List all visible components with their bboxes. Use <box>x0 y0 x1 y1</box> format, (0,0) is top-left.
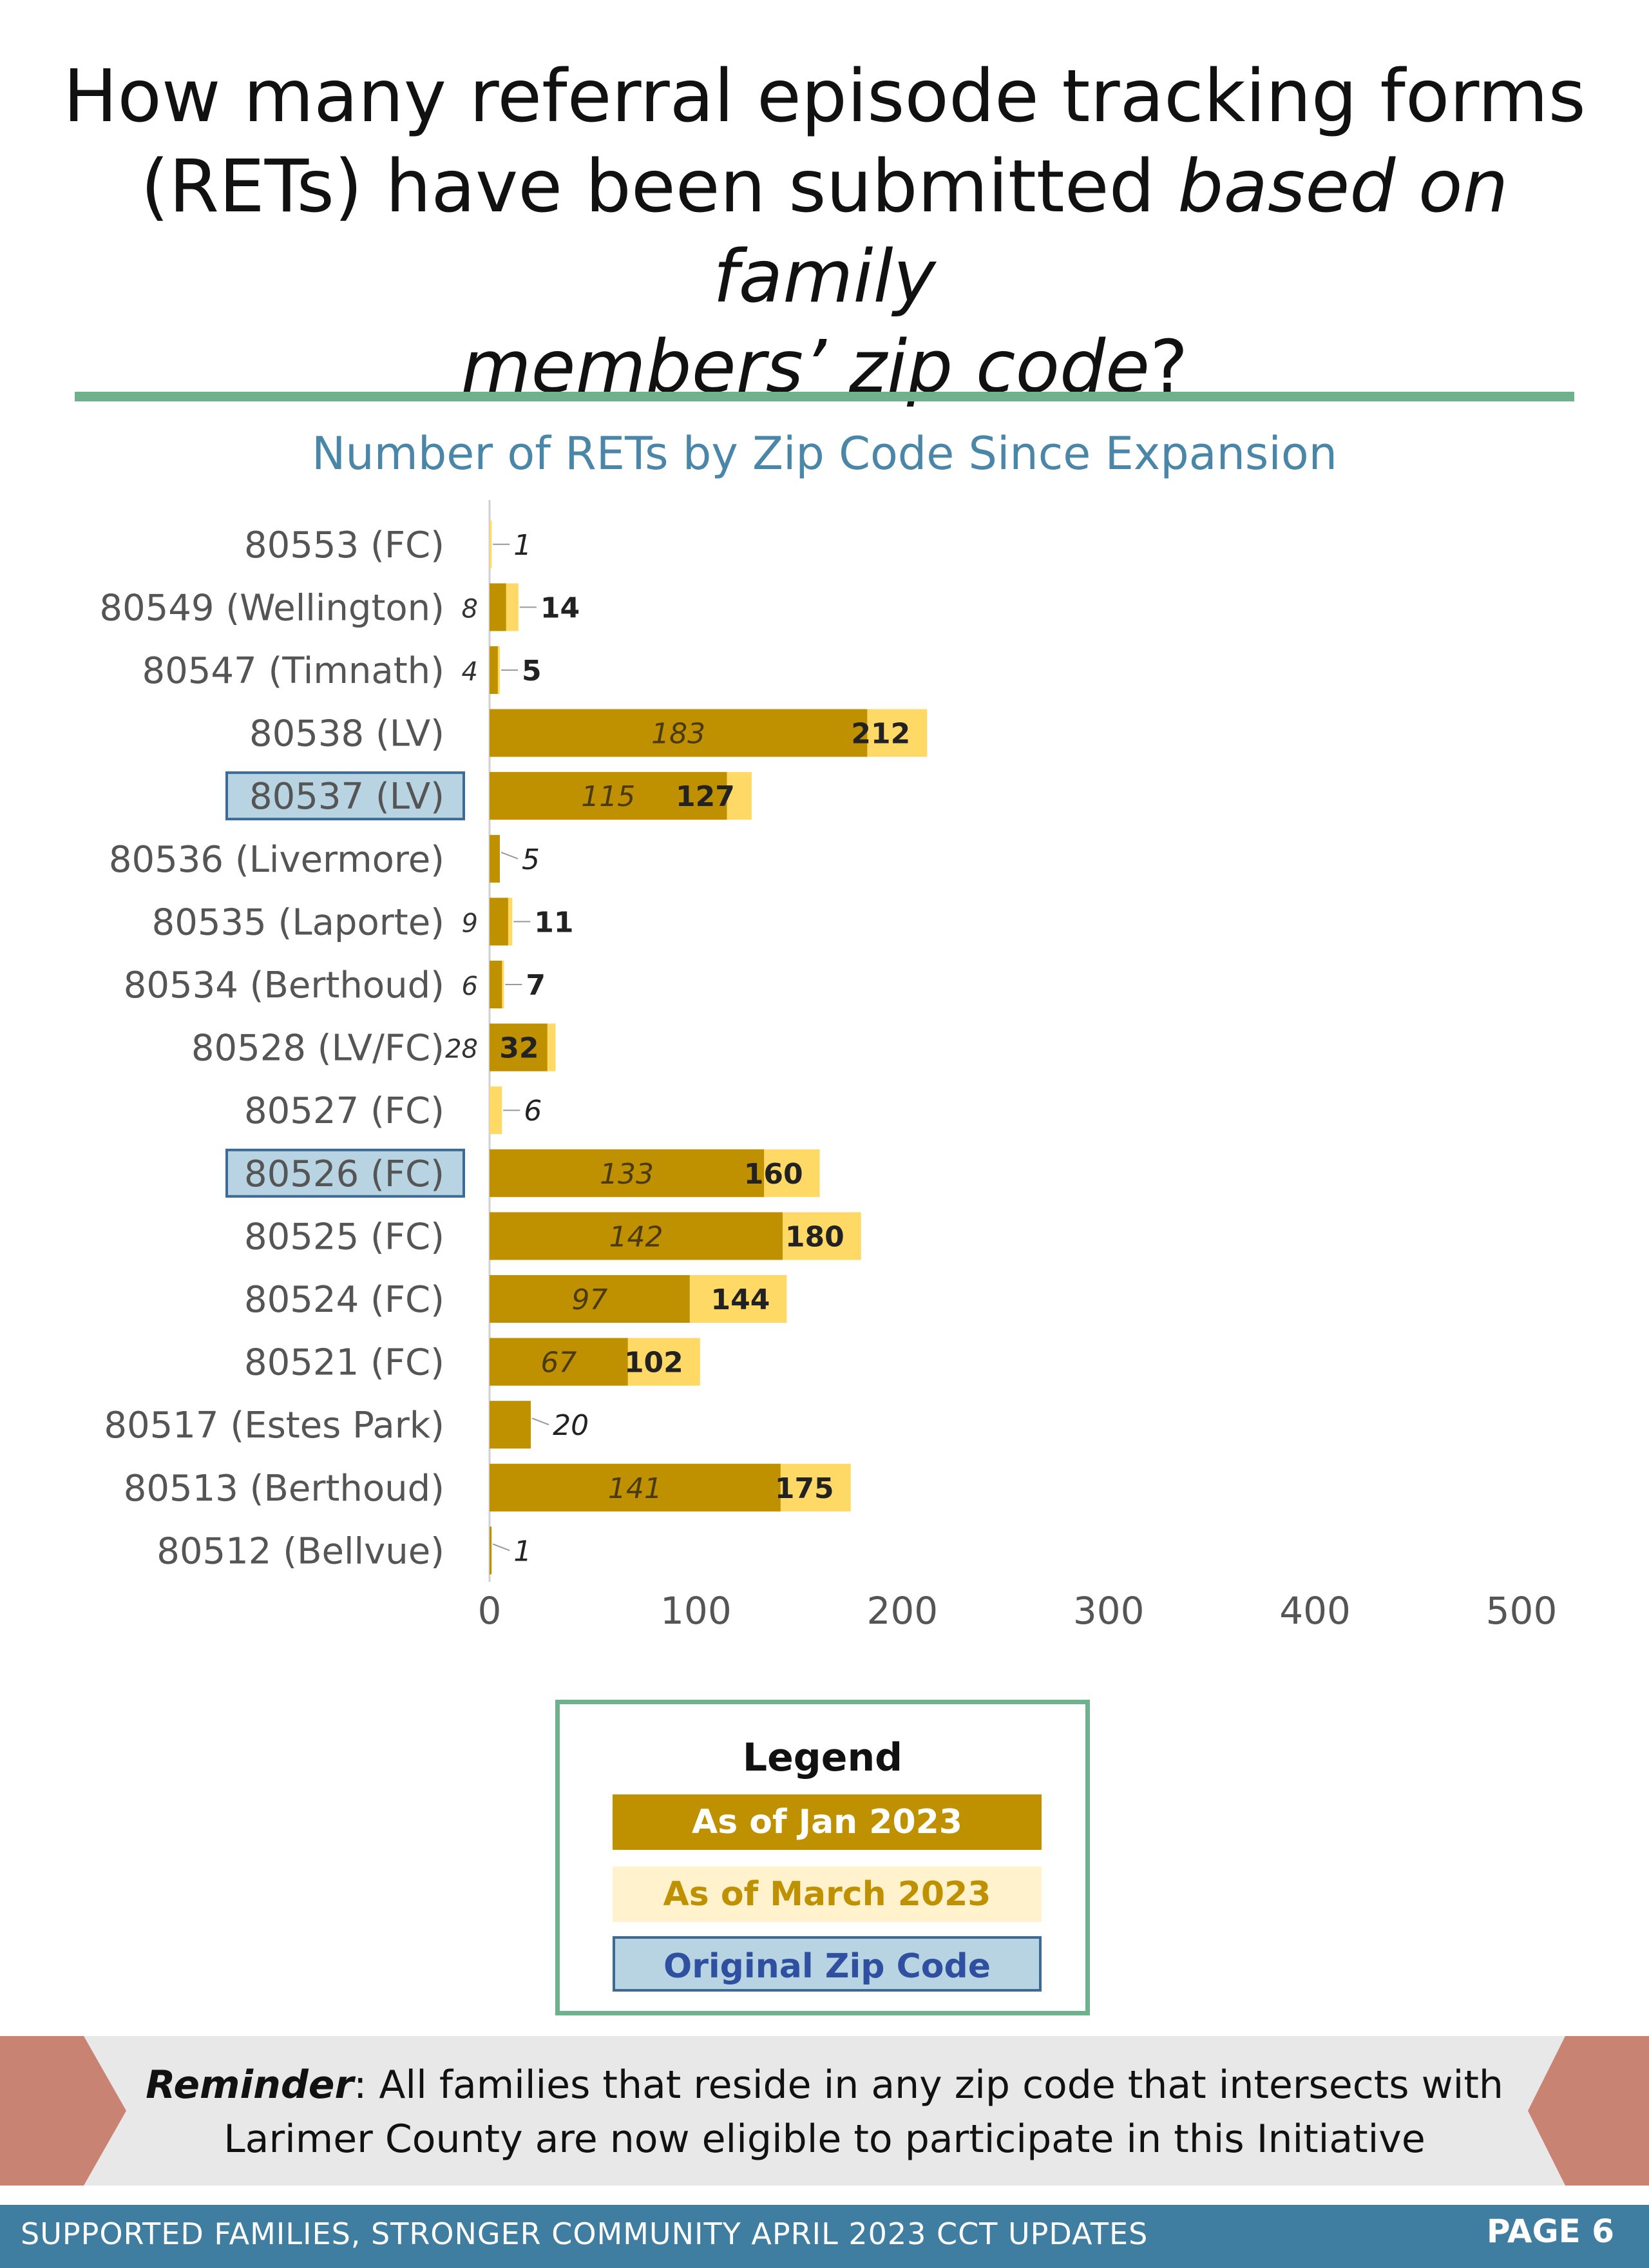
category-label: 80538 (LV) <box>249 713 444 755</box>
category-label: 80547 (Timnath) <box>142 650 445 692</box>
data-label-jan: 67 <box>540 1347 577 1379</box>
title-divider <box>75 392 1574 401</box>
bar-jan-2023 <box>490 1023 548 1072</box>
bar-march-2023 <box>490 520 492 568</box>
data-label-march: 212 <box>851 718 910 751</box>
category-label: 80521 (FC) <box>244 1342 444 1384</box>
data-label-march: 144 <box>711 1283 770 1316</box>
bar-jan-2023 <box>490 583 506 631</box>
data-label-jan: 97 <box>571 1283 607 1316</box>
leader-line <box>492 1543 510 1552</box>
legend-title: Legend <box>742 1735 903 1780</box>
ret-bar-chart: Number of RETs by Zip Code Since Expansi… <box>99 427 1558 1633</box>
title-line-2: (RETs) have been submitted based on fami… <box>39 142 1610 322</box>
title-line-2-plain: (RETs) have been submitted <box>140 145 1178 229</box>
category-label: 80528 (LV/FC) <box>191 1028 444 1070</box>
legend: Legend As of Jan 2023 As of March 2023 O… <box>555 1700 1090 2015</box>
bar-jan-2023 <box>490 1275 690 1323</box>
page-number: PAGE 6 <box>1486 2213 1614 2250</box>
data-label-march: 14 <box>540 591 580 624</box>
bar-jan-2023 <box>490 772 727 820</box>
category-label: 80537 (LV) <box>249 776 444 818</box>
data-label-jan: 115 <box>581 780 635 813</box>
data-label-jan: 4 <box>462 657 478 687</box>
category-label: 80524 (FC) <box>244 1279 444 1321</box>
x-tick-label: 100 <box>660 1589 732 1633</box>
data-label-march: 32 <box>499 1032 539 1065</box>
data-label-march: 102 <box>624 1347 683 1379</box>
x-tick-label: 400 <box>1279 1589 1351 1633</box>
category-label: 80553 (FC) <box>244 524 444 566</box>
leader-line <box>531 1418 549 1426</box>
bar-jan-2023 <box>490 834 500 883</box>
reminder-text: Reminder: All families that reside in an… <box>129 2058 1520 2166</box>
category-label: 80527 (FC) <box>244 1090 444 1132</box>
category-label: 80517 (Estes Park) <box>104 1405 444 1446</box>
data-label-march: 5 <box>522 655 542 687</box>
data-label-jan: 141 <box>608 1472 662 1505</box>
footer-bar <box>0 2205 1649 2268</box>
data-label-march: 160 <box>744 1158 803 1191</box>
category-label: 80534 (Berthoud) <box>124 965 444 1006</box>
data-label-march: 1 <box>513 529 531 562</box>
title-line-2-italic: based on family <box>713 145 1509 319</box>
footer-left-text: SUPPORTED FAMILIES, STRONGER COMMUNITY A… <box>21 2216 1149 2251</box>
legend-item-jan-2023: As of Jan 2023 <box>613 1794 1042 1850</box>
page-title: How many referral episode tracking forms… <box>39 52 1610 412</box>
data-label-jan: 8 <box>462 594 478 624</box>
data-label-jan: 6 <box>462 972 478 1001</box>
category-label: 80526 (FC) <box>244 1153 444 1195</box>
reminder-line-1-text: : All families that reside in any zip co… <box>354 2062 1503 2108</box>
category-label: 80536 (Livermore) <box>109 839 444 881</box>
data-label-jan: 5 <box>522 843 540 876</box>
bar-jan-2023 <box>490 1463 781 1512</box>
legend-item-march-2023: As of March 2023 <box>613 1867 1042 1922</box>
bar-jan-2023 <box>490 1338 628 1386</box>
bar-jan-2023 <box>490 961 502 1008</box>
data-label-jan: 183 <box>651 718 705 751</box>
data-label-march: 180 <box>785 1220 844 1253</box>
category-label: 80512 (Bellvue) <box>157 1530 444 1572</box>
bar-march-2023 <box>490 1086 502 1135</box>
reminder-line-2: Larimer County are now eligible to parti… <box>224 2117 1425 2162</box>
x-tick-label: 300 <box>1073 1589 1145 1633</box>
reminder-banner <box>0 2036 1649 2186</box>
data-label-march: 6 <box>524 1095 542 1128</box>
category-label: 80513 (Berthoud) <box>124 1468 444 1510</box>
data-label-jan: 9 <box>462 908 478 938</box>
legend-item-original-zip: Original Zip Code <box>613 1936 1042 1992</box>
data-label-jan: 133 <box>600 1158 654 1191</box>
bar-jan-2023 <box>490 1212 783 1260</box>
chart-title: Number of RETs by Zip Code Since Expansi… <box>312 427 1337 480</box>
data-label-march: 11 <box>534 906 573 939</box>
category-label: 80535 (Laporte) <box>152 901 444 943</box>
bar-jan-2023 <box>490 1401 531 1449</box>
bar-jan-2023 <box>490 709 868 757</box>
data-label-jan: 1 <box>513 1535 531 1568</box>
data-label-jan: 142 <box>609 1220 663 1253</box>
data-label-march: 7 <box>526 969 546 1002</box>
bar-jan-2023 <box>490 1149 765 1197</box>
reminder-line-1: Reminder: All families that reside in an… <box>129 2058 1520 2112</box>
bar-jan-2023 <box>490 646 498 694</box>
category-label: 80549 (Wellington) <box>99 587 444 629</box>
leader-line <box>500 851 519 860</box>
title-line-1: How many referral episode tracking forms <box>63 55 1586 139</box>
data-label-jan: 20 <box>553 1409 589 1442</box>
x-tick-label: 500 <box>1486 1589 1558 1633</box>
data-label-jan: 28 <box>445 1035 478 1064</box>
bar-jan-2023 <box>490 1526 492 1575</box>
data-label-march: 175 <box>775 1472 834 1505</box>
bar-jan-2023 <box>490 898 508 946</box>
data-label-march: 127 <box>676 780 735 813</box>
category-label: 80525 (FC) <box>244 1216 444 1258</box>
original-zip-highlight <box>225 771 465 821</box>
reminder-lead: Reminder <box>146 2062 354 2108</box>
x-tick-label: 0 <box>478 1589 502 1633</box>
x-tick-label: 200 <box>866 1589 938 1633</box>
original-zip-highlight <box>225 1148 465 1198</box>
